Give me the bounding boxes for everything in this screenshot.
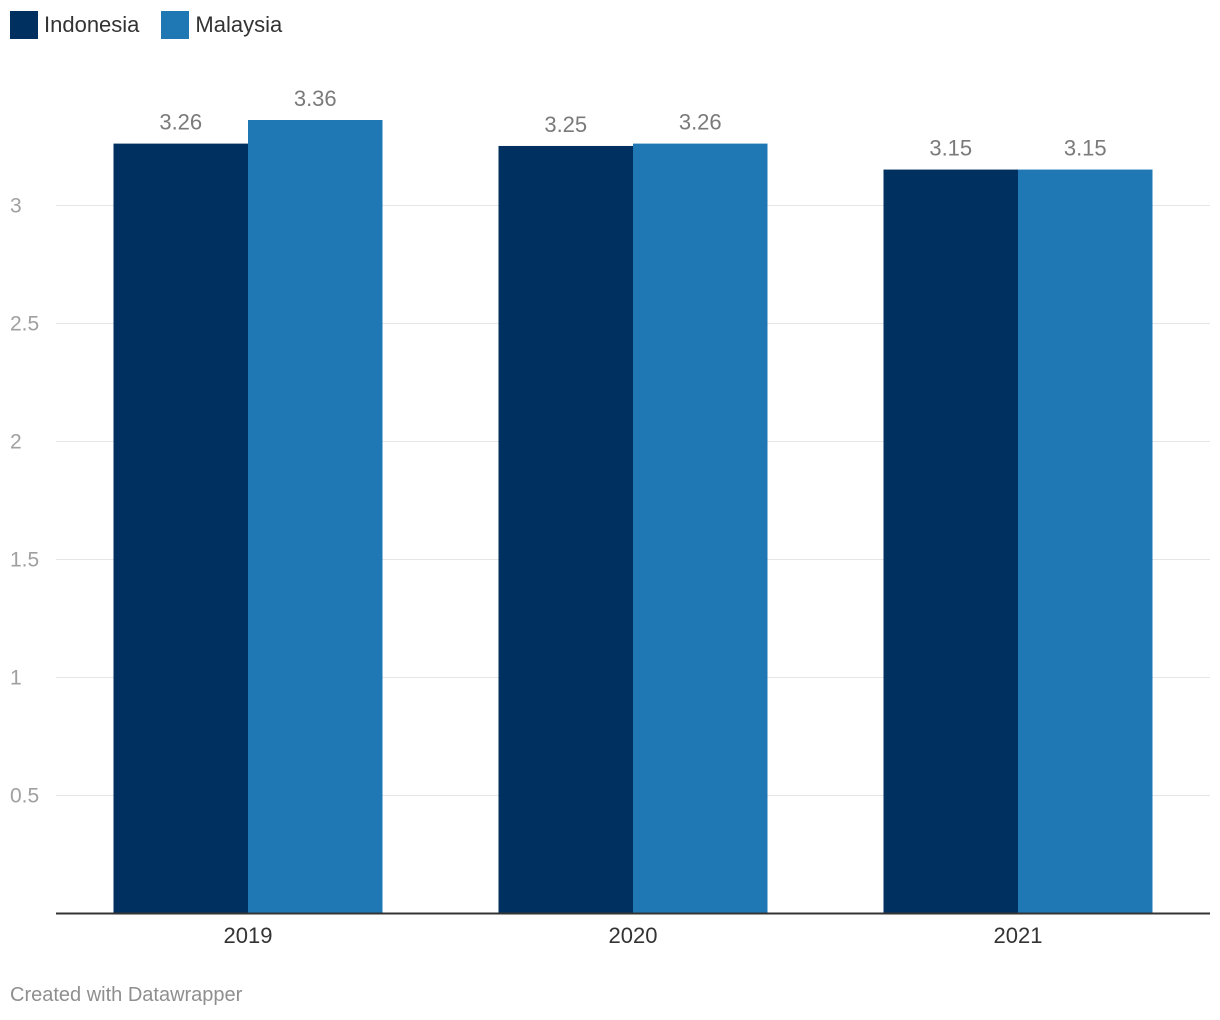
data-label: 3.15 (929, 136, 972, 161)
x-tick-label: 2021 (994, 923, 1043, 948)
y-tick-label: 1.5 (10, 549, 39, 572)
bar (113, 143, 248, 913)
y-tick-label: 3 (10, 195, 22, 218)
x-tick-label: 2020 (609, 923, 658, 948)
data-label: 3.25 (544, 112, 587, 137)
y-tick-label: 2 (10, 431, 22, 454)
bar (1018, 169, 1153, 913)
data-label: 3.15 (1064, 136, 1107, 161)
data-label: 3.36 (294, 86, 337, 111)
legend-label-malaysia: Malaysia (195, 12, 283, 37)
bar (633, 143, 768, 913)
y-tick-label: 2.5 (10, 313, 39, 336)
bar (883, 169, 1018, 913)
legend-swatch-malaysia (161, 11, 190, 39)
bar (498, 145, 633, 913)
chart-legend: Indonesia Malaysia (10, 9, 304, 41)
legend-label-indonesia: Indonesia (44, 12, 140, 37)
datawrapper-credit: Created with Datawrapper (10, 984, 243, 1006)
legend-swatch-indonesia (10, 11, 38, 39)
y-tick-label: 0.5 (10, 785, 39, 808)
y-tick-label: 1 (10, 667, 22, 690)
bar (248, 120, 383, 913)
x-tick-label: 2019 (224, 923, 273, 948)
legend-item-indonesia: Indonesia (10, 11, 139, 39)
data-label: 3.26 (679, 110, 722, 135)
data-label: 3.26 (159, 110, 202, 135)
legend-item-malaysia: Malaysia (161, 11, 282, 39)
